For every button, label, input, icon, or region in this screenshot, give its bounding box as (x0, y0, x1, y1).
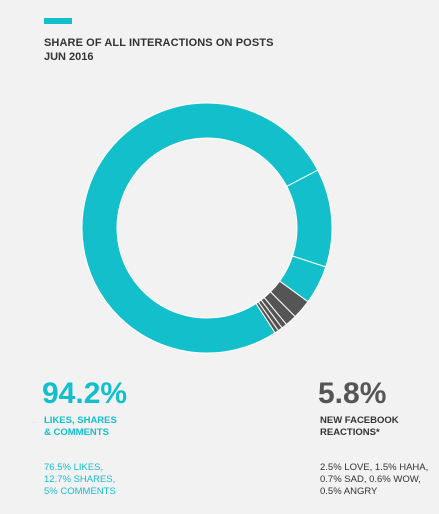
reactions-breakdown-line: 0.5% ANGRY (320, 486, 378, 497)
chart-title: SHARE OF ALL INTERACTIONS ON POSTS (44, 37, 274, 49)
likes-total-label: LIKES, SHARES & COMMENTS (44, 415, 164, 439)
slice-love (269, 280, 309, 318)
likes-label-line: & COMMENTS (44, 427, 109, 438)
reactions-total-value: 5.8% (318, 377, 387, 410)
likes-breakdown: 76.5% LIKES, 12.7% SHARES, 5% COMMENTS (44, 462, 164, 498)
likes-breakdown-line: 12.7% SHARES, (44, 474, 116, 485)
reactions-total-label: NEW FACEBOOK REACTIONS* (320, 415, 430, 439)
chart-subtitle: JUN 2016 (44, 51, 94, 63)
reactions-label-line: NEW FACEBOOK (320, 415, 399, 426)
slice-comments (279, 255, 327, 303)
reactions-breakdown-line: 0.7% SAD, 0.6% WOW, (320, 474, 421, 485)
slice-haha (263, 291, 296, 326)
reactions-label-line: REACTIONS* (320, 427, 380, 438)
slice-shares (286, 169, 333, 268)
accent-bar (44, 18, 72, 24)
likes-total-value: 94.2% (42, 377, 128, 410)
reactions-breakdown: 2.5% LOVE, 1.5% HAHA, 0.7% SAD, 0.6% WOW… (320, 462, 435, 498)
likes-label-line: LIKES, SHARES (44, 415, 117, 426)
likes-breakdown-line: 5% COMMENTS (44, 486, 116, 497)
slice-likes (81, 102, 319, 354)
reactions-breakdown-line: 2.5% LOVE, 1.5% HAHA, (320, 462, 429, 473)
likes-breakdown-line: 76.5% LIKES, (44, 462, 104, 473)
